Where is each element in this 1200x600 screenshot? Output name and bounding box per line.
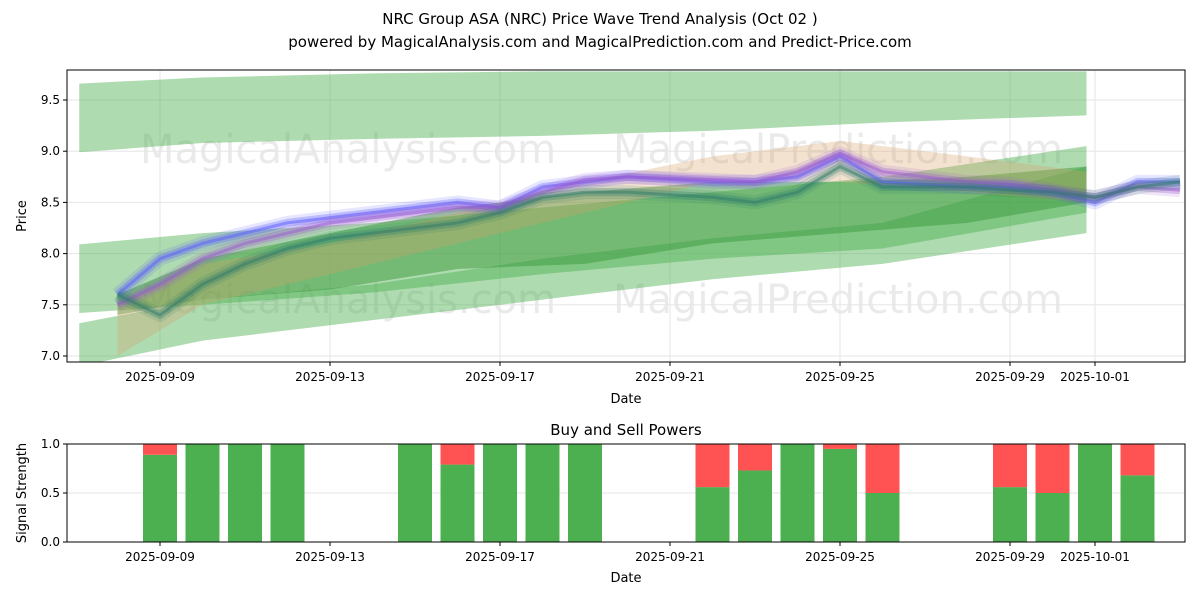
- x-tick-label: 2025-09-13: [295, 370, 365, 384]
- buy-bar: [780, 444, 815, 542]
- y-axis-label: Price: [15, 200, 30, 232]
- buy-bar: [1078, 444, 1112, 542]
- bar-y-axis-label: Signal Strength: [15, 443, 30, 543]
- buy-bar: [738, 470, 772, 542]
- y-tick-label: 9.0: [41, 144, 60, 158]
- watermark: MagicalPrediction.com: [613, 277, 1063, 323]
- chart-subtitle: powered by MagicalAnalysis.com and Magic…: [288, 33, 912, 51]
- buy-bar: [228, 444, 262, 542]
- buy-bar: [1120, 475, 1155, 542]
- buy-bar: [185, 444, 220, 542]
- y-tick-label: 8.0: [41, 247, 60, 261]
- y-tick-label: 7.0: [41, 349, 60, 363]
- x-tick-label: 2025-09-09: [125, 370, 195, 384]
- sell-bar: [993, 444, 1027, 488]
- trend-band: [79, 71, 1087, 153]
- trend-band: [117, 140, 1087, 356]
- x-axis-label: Date: [610, 392, 641, 407]
- sell-bar: [1035, 444, 1070, 493]
- x-tick-label: 2025-09-29: [975, 370, 1045, 384]
- price-wave-line: [116, 151, 1181, 307]
- x-tick-label: 2025-09-21: [635, 370, 705, 384]
- buy-bar: [568, 444, 602, 542]
- y-tick-label: 8.5: [41, 195, 60, 209]
- sell-bar: [440, 444, 475, 465]
- buy-bar: [993, 487, 1027, 542]
- trend-band: [79, 166, 1087, 362]
- x-tick-label: 2025-09-29: [975, 550, 1045, 564]
- x-tick-label: 2025-10-01: [1060, 550, 1130, 564]
- buy-bar: [695, 487, 730, 542]
- x-tick-label: 2025-09-25: [805, 550, 875, 564]
- y-tick-label: 1.0: [41, 437, 60, 451]
- x-tick-label: 2025-09-21: [635, 550, 705, 564]
- x-tick-label: 2025-10-01: [1060, 370, 1130, 384]
- x-tick-label: 2025-09-25: [805, 370, 875, 384]
- watermark: MagicalPrediction.com: [613, 127, 1063, 173]
- chart-title: NRC Group ASA (NRC) Price Wave Trend Ana…: [382, 10, 817, 28]
- sell-bar: [738, 444, 772, 471]
- trend-band: [117, 166, 1087, 316]
- sell-bar: [865, 444, 900, 493]
- y-tick-label: 0.5: [41, 486, 60, 500]
- x-tick-label: 2025-09-17: [465, 550, 535, 564]
- price-wave-line: [116, 165, 1181, 317]
- buy-bar: [440, 464, 475, 542]
- sell-bar: [1120, 444, 1155, 476]
- bar-chart-title: Buy and Sell Powers: [550, 421, 702, 439]
- buy-bar: [865, 493, 900, 542]
- sell-bar: [143, 444, 177, 455]
- plot-area: [79, 71, 1181, 362]
- sell-bar: [823, 444, 857, 449]
- sell-bar: [695, 444, 730, 488]
- y-tick-label: 7.5: [41, 298, 60, 312]
- buy-bar: [398, 444, 432, 542]
- y-tick-label: 0.0: [41, 535, 60, 549]
- x-tick-label: 2025-09-09: [125, 550, 195, 564]
- buy-bar: [1035, 493, 1070, 542]
- buy-bar: [483, 444, 517, 542]
- buy-bar: [270, 444, 305, 542]
- y-tick-label: 9.5: [41, 93, 60, 107]
- buy-bar: [143, 454, 177, 542]
- watermark: MagicalAnalysis.com: [140, 127, 556, 173]
- x-tick-label: 2025-09-13: [295, 550, 365, 564]
- bar-plot-frame: [66, 443, 1186, 543]
- x-tick-label: 2025-09-17: [465, 370, 535, 384]
- bar-x-axis-label: Date: [610, 571, 641, 586]
- buy-bar: [823, 448, 857, 542]
- buy-bar: [525, 444, 560, 542]
- plot-frame: [66, 69, 1186, 363]
